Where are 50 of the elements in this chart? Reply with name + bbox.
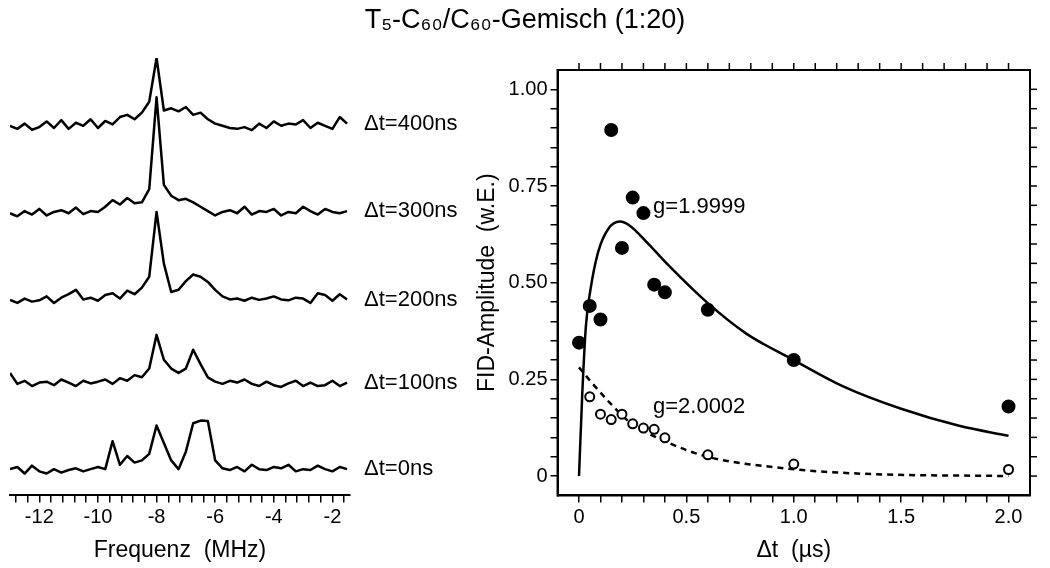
point xyxy=(659,432,671,444)
point xyxy=(636,206,651,221)
x-axis-title: Frequenz (MHz) xyxy=(93,535,267,562)
point xyxy=(648,423,660,435)
point xyxy=(647,277,662,292)
x-tick-label: -8 xyxy=(147,504,166,527)
x-tick-label: 1.0 xyxy=(779,504,808,527)
point xyxy=(614,240,629,255)
y-tick-label: 0.50 xyxy=(508,270,548,293)
x-tick-label: -10 xyxy=(83,504,113,527)
annotation: g=1.9999 xyxy=(653,192,746,218)
point xyxy=(584,391,596,403)
series-label: Δt=200ns xyxy=(364,285,458,311)
point xyxy=(786,353,801,368)
point xyxy=(605,414,617,426)
point xyxy=(604,122,619,137)
point xyxy=(1003,463,1015,475)
point xyxy=(702,449,714,461)
x-axis-title: Δt (µs) xyxy=(756,535,832,562)
point xyxy=(572,335,586,350)
y-tick-label: 0.75 xyxy=(508,173,548,196)
point xyxy=(593,312,608,327)
y-tick-label: 1.00 xyxy=(508,76,548,99)
point xyxy=(627,418,639,430)
point xyxy=(657,285,672,300)
y-tick-label: 0.25 xyxy=(508,366,548,389)
annotation: g=2.0002 xyxy=(652,392,746,418)
y-axis-title: FID-Amplitude (w.E.) xyxy=(473,173,500,392)
x-tick-label: 1.5 xyxy=(887,504,916,527)
x-tick-label: 0.5 xyxy=(672,504,701,527)
series-label: Δt=400ns xyxy=(364,109,458,135)
point xyxy=(637,422,649,434)
x-tick-label: -4 xyxy=(264,504,283,527)
point xyxy=(616,408,628,420)
x-tick-label: -6 xyxy=(206,504,225,527)
point xyxy=(1001,399,1016,414)
x-tick-label: 0 xyxy=(573,504,585,527)
series-label: Δt=0ns xyxy=(364,455,434,481)
series-label: Δt=100ns xyxy=(364,368,458,394)
chart-title: T₅-C₆₀/C₆₀-Gemisch (1:20) xyxy=(363,4,687,35)
point xyxy=(582,298,597,313)
point xyxy=(700,302,715,317)
x-tick-label: 2.0 xyxy=(994,504,1023,527)
point xyxy=(594,408,606,420)
point xyxy=(788,458,800,470)
y-tick-label: 0 xyxy=(536,463,548,486)
point xyxy=(625,190,640,205)
series-label: Δt=300ns xyxy=(364,197,458,223)
x-tick-label: -12 xyxy=(24,504,54,527)
x-tick-label: -2 xyxy=(323,504,342,527)
